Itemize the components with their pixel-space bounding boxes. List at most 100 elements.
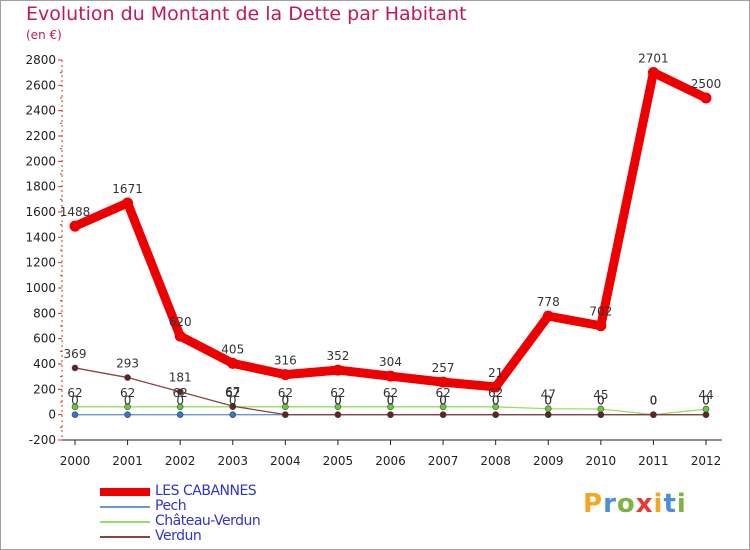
data-label-verdun: 0 [650,394,658,408]
legend-item-verdun: Verdun [100,528,400,544]
data-label-ch-teau-verdun: 62 [488,386,503,400]
data-label-ch-teau-verdun: 62 [173,386,188,400]
data-label-les-cabannes: 2500 [691,77,722,91]
data-point-verdun [124,374,131,381]
legend-swatch [100,536,150,538]
data-label-pech: 0 [597,394,605,408]
legend-swatch [100,488,150,496]
data-label-pech: 0 [176,394,184,408]
y-tick-label: 1400 [25,230,56,244]
chart-unit-label: (en €) [26,28,62,42]
data-label-verdun: 0 [334,394,342,408]
data-point-les-cabannes [490,381,502,393]
y-tick-label: 1800 [25,180,56,194]
data-point-pech [124,411,131,418]
y-tick-label: 600 [33,332,56,346]
data-point-verdun [492,411,499,418]
y-tick-label: 1200 [25,256,56,270]
x-tick-label: 2004 [270,454,301,468]
data-point-verdun [650,411,657,418]
data-point-les-cabannes [279,369,291,381]
data-point-les-cabannes [595,320,607,332]
data-point-les-cabannes [332,364,344,376]
data-point-verdun [282,411,289,418]
data-label-verdun: 181 [169,371,192,385]
data-point-verdun [334,411,342,418]
y-tick-label: 2200 [25,129,56,143]
data-label-les-cabannes: 304 [379,355,402,369]
y-tick-label: 1600 [25,205,56,219]
data-point-ch-teau-verdun [282,403,289,411]
x-tick-label: 2001 [112,454,143,468]
data-label-les-cabannes: 702 [589,305,612,319]
data-label-pech: 0 [544,394,552,408]
data-point-verdun [702,411,710,418]
legend-item-les-cabannes: LES CABANNES [100,483,400,499]
data-point-les-cabannes [700,92,712,104]
data-point-les-cabannes [542,310,554,322]
x-tick-label: 2000 [60,454,91,468]
x-tick-label: 2003 [217,454,248,468]
series-line-les-cabannes [70,68,711,392]
data-point-verdun [544,411,552,418]
data-label-les-cabannes: 2701 [638,52,669,66]
data-label-les-cabannes: 21 [488,366,503,380]
data-point-les-cabannes [227,357,239,369]
y-tick-label: -200 [29,433,56,447]
y-tick-label: 2800 [25,53,56,67]
data-label-les-cabannes: 1671 [112,182,143,196]
legend-label: Château-Verdun [155,513,261,529]
data-label-pech: 0 [492,394,500,408]
data-label-verdun: 0 [492,394,500,408]
x-tick-label: 2007 [428,454,459,468]
data-label-ch-teau-verdun: 62 [120,386,135,400]
data-label-verdun: 0 [702,394,710,408]
series-lines [69,67,712,418]
data-point-les-cabannes [437,376,449,388]
data-label-ch-teau-verdun: 0 [650,394,658,408]
data-point-ch-teau-verdun [492,403,499,411]
x-tick-label: 2009 [533,454,564,468]
data-label-pech: 0 [702,394,710,408]
data-label-verdun: 369 [64,347,87,361]
data-label-les-cabannes: 620 [169,315,192,329]
x-tick-label: 2002 [165,454,196,468]
data-point-ch-teau-verdun [124,403,131,411]
data-point-verdun [229,402,237,410]
y-tick-label: 0 [48,408,56,422]
data-label-verdun: 293 [116,357,139,371]
data-label-ch-teau-verdun: 62 [278,386,293,400]
data-point-les-cabannes [385,370,396,382]
data-label-verdun: 0 [597,394,605,408]
data-point-verdun [597,411,605,418]
data-label-ch-teau-verdun: 62 [435,386,450,400]
data-label-les-cabannes: 1488 [60,205,91,219]
legend: LES CABANNES Pech Château-Verdun Verdun [100,483,400,544]
data-point-ch-teau-verdun [439,403,447,411]
data-point-pech [176,411,184,418]
data-label-ch-teau-verdun: 62 [330,386,345,400]
axes: -200020040060080010001200140016001800200… [25,53,722,468]
legend-item-ch-teau-verdun: Château-Verdun [100,513,400,529]
data-label-ch-teau-verdun: 44 [698,388,713,402]
data-label-les-cabannes: 352 [326,349,349,363]
y-tick-label: 2400 [25,104,56,118]
legend-label: Pech [155,498,187,514]
data-label-pech: 0 [334,394,342,408]
y-tick-label: 1000 [25,281,56,295]
proxiti-logo: Proxiti [583,489,687,519]
x-tick-label: 2008 [480,454,511,468]
data-point-ch-teau-verdun [387,403,394,411]
data-label-ch-teau-verdun: 62 [67,386,82,400]
x-tick-label: 2011 [638,454,669,468]
data-label-pech: 0 [650,394,658,408]
data-label-les-cabannes: 257 [432,361,455,375]
data-label-les-cabannes: 316 [274,354,297,368]
data-label-verdun: 0 [387,394,395,408]
legend-swatch [100,521,150,523]
chart-title: Evolution du Montant de la Dette par Hab… [26,3,467,25]
data-label-verdun: 0 [439,394,447,408]
data-label-ch-teau-verdun: 45 [593,388,608,402]
